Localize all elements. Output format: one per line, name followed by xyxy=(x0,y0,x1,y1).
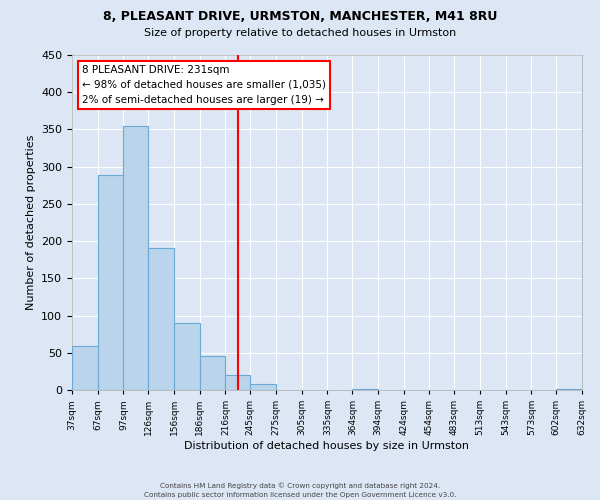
Bar xyxy=(226,375,250,390)
Text: Contains HM Land Registry data © Crown copyright and database right 2024.: Contains HM Land Registry data © Crown c… xyxy=(160,482,440,489)
Bar xyxy=(556,388,582,390)
Bar xyxy=(174,323,200,390)
Text: 8 PLEASANT DRIVE: 231sqm
← 98% of detached houses are smaller (1,035)
2% of semi: 8 PLEASANT DRIVE: 231sqm ← 98% of detach… xyxy=(82,65,326,104)
Text: Size of property relative to detached houses in Urmston: Size of property relative to detached ho… xyxy=(144,28,456,38)
Bar xyxy=(352,388,378,390)
Bar xyxy=(98,175,124,390)
X-axis label: Distribution of detached houses by size in Urmston: Distribution of detached houses by size … xyxy=(185,441,470,451)
Bar xyxy=(200,356,226,390)
Bar xyxy=(250,384,276,390)
Bar xyxy=(148,248,174,390)
Text: Contains public sector information licensed under the Open Government Licence v3: Contains public sector information licen… xyxy=(144,492,456,498)
Y-axis label: Number of detached properties: Number of detached properties xyxy=(26,135,35,310)
Bar xyxy=(72,346,98,390)
Text: 8, PLEASANT DRIVE, URMSTON, MANCHESTER, M41 8RU: 8, PLEASANT DRIVE, URMSTON, MANCHESTER, … xyxy=(103,10,497,23)
Bar xyxy=(124,126,148,390)
